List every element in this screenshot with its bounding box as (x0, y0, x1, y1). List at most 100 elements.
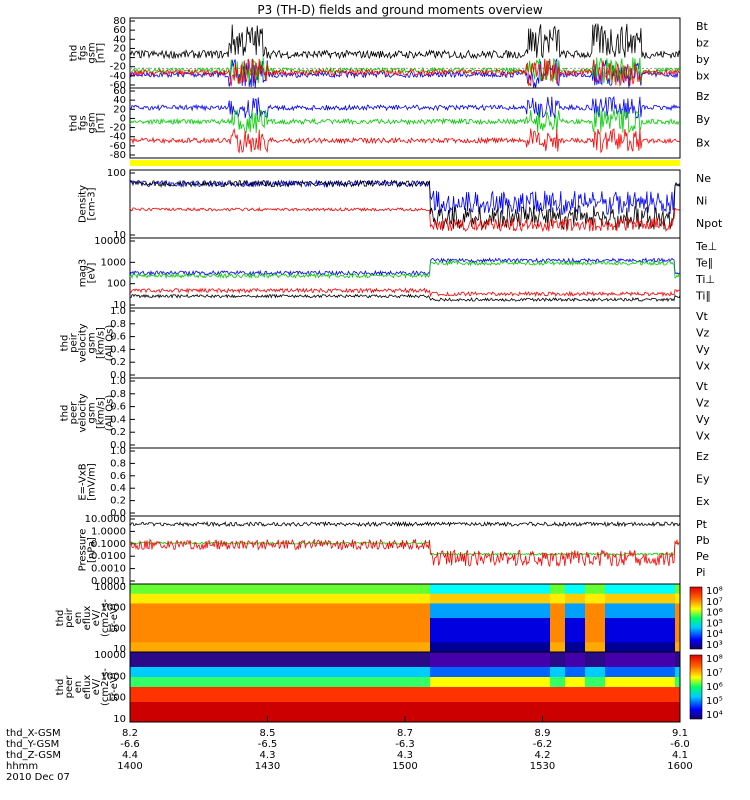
spectrogram-cell (285, 632, 291, 638)
spectrogram-cell (180, 627, 186, 634)
spectrogram-cell (440, 682, 446, 688)
spectrogram-cell (475, 692, 481, 698)
spectrogram-cell (390, 598, 396, 604)
spectrogram-cell (500, 712, 506, 718)
spectrogram-cell (250, 677, 256, 683)
spectrogram-cell (320, 672, 326, 678)
spectrogram-cell (355, 712, 361, 718)
spectrogram-cell (130, 717, 136, 723)
spectrogram-cell (325, 682, 331, 688)
spectrogram-cell (615, 608, 621, 614)
spectrogram-cell (375, 672, 381, 678)
spectrogram-cell (145, 712, 151, 718)
spectrogram-cell (650, 697, 656, 703)
spectrogram-cell (410, 702, 416, 708)
spectrogram-cell (535, 618, 541, 624)
spectrogram-cell (465, 642, 471, 648)
colorbar-label: 10⁷ (706, 668, 723, 679)
spectrogram-cell (255, 662, 261, 668)
spectrogram-cell (235, 647, 241, 653)
spectrogram-cell (390, 677, 396, 683)
spectrogram-cell (545, 672, 551, 678)
spectrogram-cell (610, 652, 616, 658)
spectrogram-cell (570, 584, 576, 590)
spectrogram-cell (275, 627, 281, 634)
spectrogram-cell (655, 652, 661, 658)
spectrogram-cell (260, 632, 266, 638)
spectrogram-cell (555, 584, 561, 590)
spectrogram-cell (430, 632, 436, 638)
spectrogram-cell (160, 702, 166, 708)
spectrogram-cell (210, 672, 216, 678)
spectrogram-cell (260, 593, 266, 600)
spectrogram-cell (240, 593, 246, 600)
panel-frame-pressure (129, 515, 681, 585)
spectrogram-cell (340, 717, 346, 723)
spectrogram-cell (280, 667, 286, 673)
spectrogram-cell (505, 598, 511, 604)
spectrogram-cell (640, 707, 646, 713)
spectrogram-cell (215, 613, 221, 619)
spectrogram-cell (365, 603, 371, 609)
spectrogram-cell (525, 637, 531, 643)
spectrogram-cell (210, 712, 216, 718)
xtick-y_gsm: -6.2 (533, 739, 553, 750)
spectrogram-cell (330, 712, 336, 718)
spectrogram-cell (175, 647, 181, 653)
spectrogram-cell (610, 687, 616, 693)
spectrogram-cell (275, 593, 281, 600)
spectrogram-cell (480, 613, 486, 619)
spectrogram-cell (660, 672, 666, 678)
spectrogram-cell (425, 682, 431, 688)
spectrogram-cell (645, 717, 651, 723)
spectrogram-cell (350, 687, 356, 693)
spectrogram-cell (465, 687, 471, 693)
spectrogram-cell (610, 697, 616, 703)
spectrogram-cell (335, 672, 341, 678)
spectrogram-cell (380, 712, 386, 718)
spectrogram-cell (665, 682, 671, 688)
spectrogram-cell (450, 637, 456, 643)
spectrogram-cell (185, 603, 191, 609)
spectrogram-cell (375, 687, 381, 693)
spectrogram-cell (155, 632, 161, 638)
spectrogram-cell (425, 712, 431, 718)
spectrogram-cell (210, 627, 216, 634)
ylabel-text: [km/s] (96, 397, 107, 429)
spectrogram-cell (495, 682, 501, 688)
spectrogram-cell (285, 657, 291, 663)
spectrogram-cell (170, 608, 176, 614)
ylabel-text: sr-eV) (109, 672, 120, 701)
spectrogram-cell (310, 707, 316, 713)
spectrogram-cell (530, 702, 536, 708)
spectrogram-cell (475, 672, 481, 678)
spectrogram-cell (200, 687, 206, 693)
spectrogram-cell (130, 672, 136, 678)
spectrogram-cell (540, 613, 546, 619)
spectrogram-cell (235, 598, 241, 604)
spectrogram-cell (275, 613, 281, 619)
spectrogram-cell (140, 593, 146, 600)
spectrogram-cell (185, 652, 191, 658)
spectrogram-cell (475, 657, 481, 663)
spectrogram-cell (210, 677, 216, 683)
spectrogram-cell (560, 622, 566, 629)
spectrogram-cell (175, 697, 181, 703)
legend-Pb: Pb (696, 534, 710, 547)
spectrogram-cell (175, 632, 181, 638)
spectrogram-cell (580, 598, 586, 604)
spectrogram-cell (355, 588, 361, 595)
spectrogram-cell (225, 717, 231, 723)
spectrogram-cell (635, 598, 641, 604)
spectrogram-cell (145, 627, 151, 634)
spectrogram-cell (190, 608, 196, 614)
spectrogram-cell (225, 697, 231, 703)
spectrogram-cell (530, 593, 536, 600)
spectrogram-cell (470, 593, 476, 600)
spectrogram-cell (670, 672, 676, 678)
spectrogram-cell (645, 627, 651, 634)
spectrogram-cell (465, 652, 471, 658)
spectrogram-cell (305, 608, 311, 614)
spectrogram-cell (515, 598, 521, 604)
spectrogram-cell (300, 588, 306, 595)
